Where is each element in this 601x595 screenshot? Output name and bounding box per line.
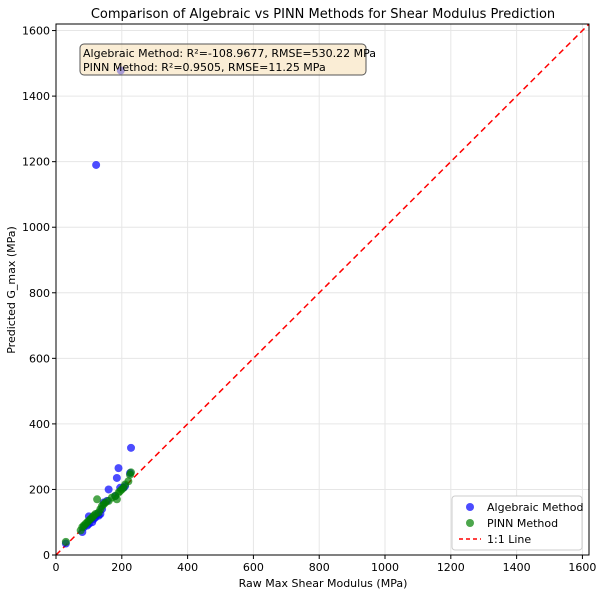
x-tick-label: 0 (53, 561, 60, 574)
x-axis-label: Raw Max Shear Modulus (MPa) (239, 577, 408, 590)
algebraic-point (104, 485, 113, 494)
algebraic-point (92, 160, 101, 169)
legend-label-algebraic: Algebraic Method (487, 501, 583, 514)
algebraic-point (114, 464, 123, 473)
x-tick-label: 1600 (568, 561, 596, 574)
legend-marker-algebraic (466, 503, 474, 511)
x-tick-label: 1200 (437, 561, 465, 574)
x-tick-label: 1000 (371, 561, 399, 574)
y-tick-label: 1000 (22, 221, 50, 234)
legend-marker-pinn (466, 519, 474, 527)
chart-title: Comparison of Algebraic vs PINN Methods … (91, 7, 555, 22)
stats-annotation-box (79, 43, 367, 76)
x-tick-label: 1400 (503, 561, 531, 574)
legend-label-identity: 1:1 Line (487, 533, 531, 546)
pinn-point (124, 477, 133, 486)
y-tick-label: 0 (43, 549, 50, 562)
x-tick-label: 800 (309, 561, 330, 574)
y-tick-label: 200 (29, 483, 50, 496)
pinn-point (127, 468, 136, 477)
x-tick-label: 600 (243, 561, 264, 574)
stats-algebraic: Algebraic Method: R²=-108.9677, RMSE=530… (83, 47, 376, 60)
legend-label-pinn: PINN Method (487, 517, 558, 530)
legend: Algebraic Method PINN Method 1:1 Line (451, 495, 583, 551)
y-tick-label: 600 (29, 352, 50, 365)
algebraic-point (127, 443, 136, 452)
plot-series (55, 23, 590, 556)
y-tick-label: 400 (29, 418, 50, 431)
pinn-point (93, 495, 102, 504)
x-tick-label: 200 (111, 561, 132, 574)
x-tick-label: 400 (177, 561, 198, 574)
stats-pinn: PINN Method: R²=0.9505, RMSE=11.25 MPa (83, 61, 326, 74)
identity-line (55, 23, 590, 556)
stats-annotation: Algebraic Method: R²=-108.9677, RMSE=530… (79, 43, 376, 76)
y-tick-label: 1200 (22, 156, 50, 169)
legend-box (451, 495, 583, 551)
y-tick-label: 800 (29, 287, 50, 300)
y-tick-label: 1600 (22, 25, 50, 38)
plot-frame (55, 23, 590, 556)
axis-ticks: 0 200 400 600 800 1000 1200 1400 1600 0 200 400 600 8… (22, 25, 596, 574)
grid (55, 24, 589, 556)
pinn-point (112, 495, 121, 504)
pinn-point (61, 537, 70, 546)
algebraic-point (112, 473, 121, 482)
y-axis-label: Predicted G_max (MPa) (5, 226, 18, 354)
y-tick-label: 1400 (22, 90, 50, 103)
